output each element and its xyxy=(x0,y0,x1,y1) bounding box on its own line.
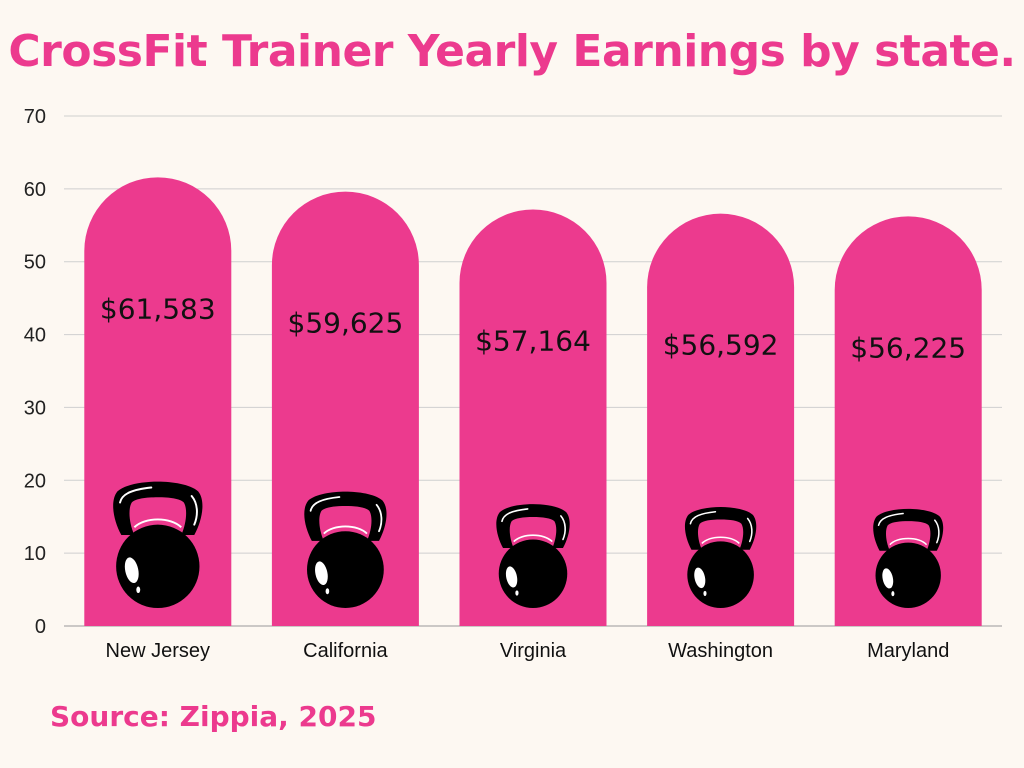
x-category-label: Washington xyxy=(668,640,773,662)
bar xyxy=(834,216,982,626)
y-tick-label: 20 xyxy=(24,470,46,492)
y-tick-label: 0 xyxy=(35,616,46,638)
x-category-label: California xyxy=(303,640,388,662)
x-category-label: Virginia xyxy=(500,640,567,662)
data-label: $56,592 xyxy=(663,329,779,362)
data-label: $56,225 xyxy=(850,331,966,364)
bar xyxy=(459,209,607,626)
x-category-label: New Jersey xyxy=(106,640,210,662)
data-label: $57,164 xyxy=(475,325,591,358)
y-tick-label: 30 xyxy=(24,397,46,419)
y-tick-label: 40 xyxy=(24,325,46,347)
bar xyxy=(647,213,795,627)
y-tick-label: 10 xyxy=(24,543,46,565)
y-tick-label: 60 xyxy=(24,179,46,201)
x-category-label: Maryland xyxy=(867,640,949,662)
y-tick-label: 70 xyxy=(24,106,46,128)
data-label: $61,583 xyxy=(100,292,216,325)
data-label: $59,625 xyxy=(288,307,404,340)
source-note: Source: Zippia, 2025 xyxy=(50,700,377,733)
y-tick-label: 50 xyxy=(24,252,46,274)
chart-title: CrossFit Trainer Yearly Earnings by stat… xyxy=(8,26,1016,77)
